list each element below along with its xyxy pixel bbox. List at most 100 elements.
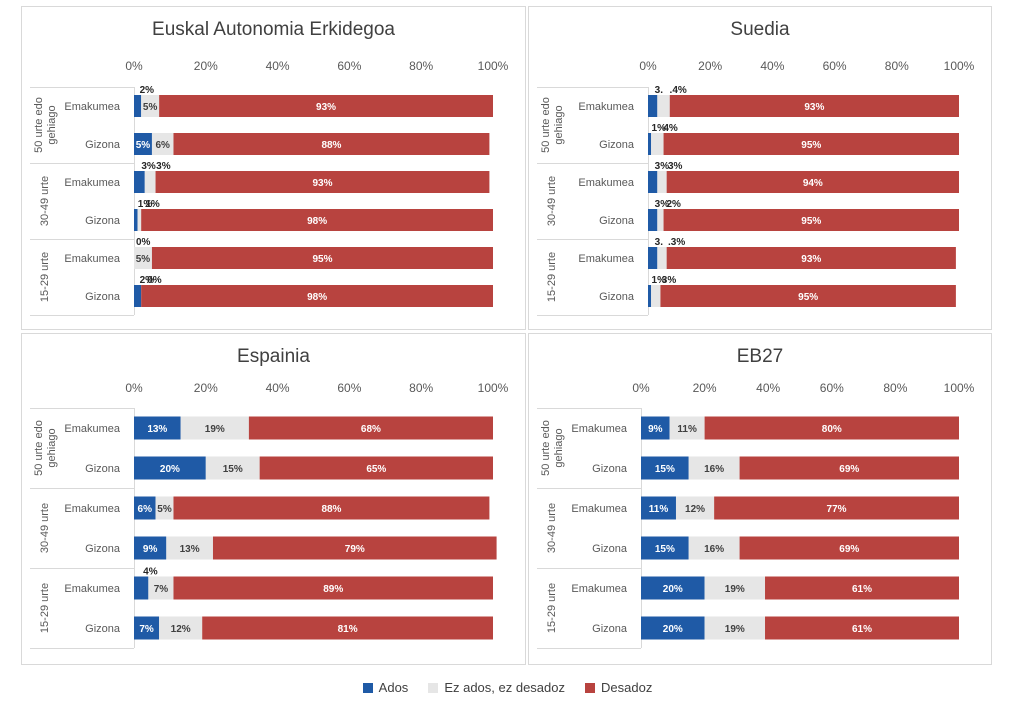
- bar-segment-neutral: [205, 456, 260, 480]
- data-label: 61%: [852, 624, 872, 635]
- bar-segment-desadoz: [155, 171, 490, 193]
- data-label: 4%: [143, 567, 158, 578]
- chart-title: Espainia: [237, 346, 310, 367]
- legend-swatch: [585, 682, 596, 693]
- data-label: 11%: [677, 424, 697, 435]
- data-label: 69%: [839, 544, 859, 555]
- data-label: 20%: [160, 464, 180, 475]
- chart-panel-euskal-autonomia: Euskal Autonomia Erkidegoa 0% 20% 40% 60% 80…: [21, 6, 526, 330]
- data-label: 95%: [801, 216, 821, 227]
- x-tick-label: 40%: [756, 381, 780, 395]
- group-label-line: 50 urte edo: [33, 420, 45, 476]
- x-tick-label: 100%: [478, 59, 509, 73]
- group-label-line: 30-49 urte: [546, 503, 558, 553]
- chart-legend: Ados Ez ados, ez desadoz Desadoz: [0, 680, 1015, 695]
- group-label-line: gehiago: [553, 428, 565, 467]
- data-label: 93%: [801, 254, 821, 265]
- bar-segment-neutral: [159, 616, 203, 640]
- data-label: 3%: [141, 161, 156, 172]
- x-tick-label: 0%: [125, 59, 143, 73]
- data-label: 3.: [655, 237, 664, 248]
- legend-item-desadoz: Desadoz: [585, 680, 652, 695]
- group-label-line: 15-29 urte: [546, 252, 558, 302]
- legend-item-neutral: Ez ados, ez desadoz: [428, 680, 565, 695]
- bar-segment-neutral: [704, 576, 766, 600]
- chart-panel-eb27: EB27 0% 20% 40% 60% 80% 100% 50 urte edogehiag…: [528, 333, 992, 665]
- data-label: 95%: [801, 140, 821, 151]
- bar-segment-neutral: [675, 496, 715, 520]
- data-label: 15%: [223, 464, 243, 475]
- row-label: Emakumea: [64, 583, 121, 595]
- row-label: Emakumea: [571, 423, 628, 435]
- x-tick-label: 60%: [337, 59, 361, 73]
- row-label: Gizona: [85, 623, 121, 635]
- bar-segment-ados: [134, 95, 142, 117]
- bar-segment-ados: [134, 496, 156, 520]
- x-tick-label: 40%: [266, 59, 290, 73]
- data-label: 1%: [652, 275, 667, 286]
- legend-item-ados: Ados: [362, 680, 408, 695]
- group-label-line: 50 urte edo: [540, 420, 552, 476]
- bar-segment-ados: [641, 616, 705, 640]
- data-label: 93%: [312, 178, 332, 189]
- x-tick-label: 60%: [337, 381, 361, 395]
- bar-segment-desadoz: [669, 95, 959, 117]
- bar-segment-desadoz: [248, 416, 493, 440]
- data-label: 95%: [798, 292, 818, 303]
- row-label: Gizona: [599, 215, 635, 227]
- bar-segment-neutral: [657, 247, 667, 269]
- x-tick-label: 0%: [639, 59, 657, 73]
- data-label: 5%: [143, 102, 158, 113]
- row-label: Emakumea: [571, 583, 628, 595]
- row-label: Emakumea: [571, 503, 628, 515]
- data-label: .3%: [668, 237, 685, 248]
- chart-svg: 0% 20% 40% 60% 80% 100% 50 urte edogehiago Emak…: [537, 381, 975, 649]
- group-label: 50 urte edogehiago: [540, 97, 565, 153]
- bar-segment-desadoz: [714, 496, 959, 520]
- data-label: 95%: [312, 254, 332, 265]
- data-label: 3%: [655, 161, 670, 172]
- data-label: 4%: [663, 123, 678, 134]
- group-label: 15-29 urte: [546, 583, 558, 633]
- x-tick-label: 40%: [266, 381, 290, 395]
- x-tick-label: 100%: [478, 381, 509, 395]
- bar-segment-desadoz: [765, 616, 959, 640]
- bar-segment-neutral: [657, 95, 670, 117]
- data-label: 7%: [154, 584, 169, 595]
- group-label-line: 15-29 urte: [546, 583, 558, 633]
- data-label: 2%: [140, 275, 155, 286]
- data-label: 0%: [136, 237, 151, 248]
- legend-label: Ez ados, ez desadoz: [444, 680, 566, 695]
- bar-segment-ados: [134, 616, 160, 640]
- data-label: 20%: [663, 624, 683, 635]
- group-label: 15-29 urte: [39, 583, 51, 633]
- group-label: 30-49 urte: [546, 176, 558, 226]
- bar-segment-desadoz: [212, 536, 497, 560]
- bar-segment-ados: [641, 536, 689, 560]
- bar-segment-ados: [648, 133, 652, 155]
- data-label: 93%: [804, 102, 824, 113]
- group-label-line: 15-29 urte: [39, 252, 51, 302]
- bar-segment-desadoz: [666, 247, 956, 269]
- data-label: 68%: [361, 424, 381, 435]
- data-label: 12%: [685, 504, 705, 515]
- bar-segment-ados: [134, 456, 206, 480]
- data-label: 20%: [663, 584, 683, 595]
- group-label: 15-29 urte: [39, 252, 51, 302]
- group-label-line: 50 urte edo: [33, 97, 45, 153]
- bar-segment-desadoz: [739, 456, 959, 480]
- bar-segment-desadoz: [666, 171, 959, 193]
- data-label: 5%: [157, 504, 172, 515]
- group-label: 50 urte edogehiago: [33, 97, 58, 153]
- bar-segment-ados: [134, 171, 145, 193]
- row-label: Emakumea: [64, 503, 121, 515]
- bar-segment-desadoz: [173, 496, 490, 520]
- data-label: 77%: [827, 504, 847, 515]
- data-label: 3%: [662, 275, 677, 286]
- group-label: 30-49 urte: [39, 176, 51, 226]
- data-label: 9%: [143, 544, 158, 555]
- x-tick-label: 40%: [760, 59, 784, 73]
- data-label: 2%: [666, 199, 681, 210]
- group-label-line: gehiago: [46, 428, 58, 467]
- bar-segment-ados: [134, 285, 142, 307]
